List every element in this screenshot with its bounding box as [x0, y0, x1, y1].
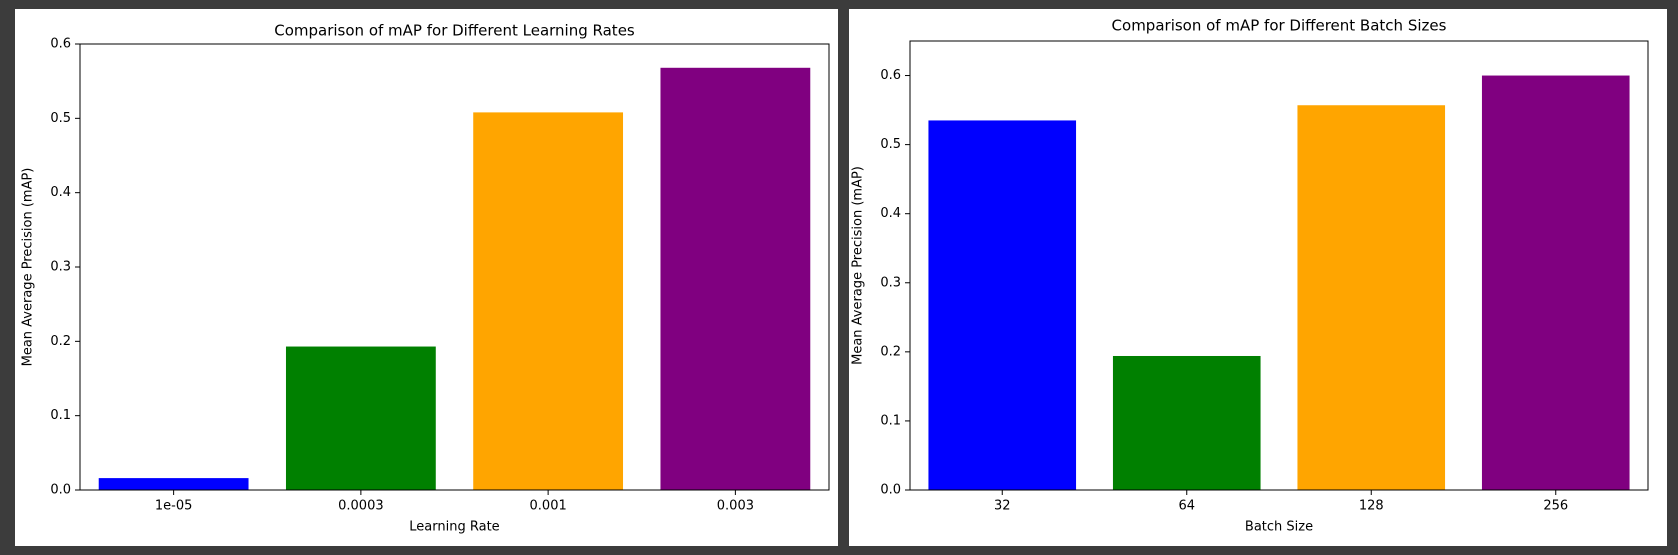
x-tick-label: 128	[1359, 499, 1384, 514]
x-axis-label: Learning Rate	[409, 520, 499, 535]
y-tick-label: 0.5	[50, 111, 71, 126]
x-tick-label: 0.001	[530, 499, 567, 514]
bar	[1297, 105, 1446, 490]
y-tick-label: 0.1	[880, 413, 901, 428]
bar	[928, 120, 1077, 490]
y-tick-label: 0.4	[50, 185, 71, 200]
x-tick-label: 0.0003	[338, 499, 384, 514]
y-tick-label: 0.4	[880, 206, 901, 221]
chart-title: Comparison of mAP for Different Batch Si…	[1112, 17, 1447, 35]
y-tick-label: 0.3	[880, 275, 901, 290]
plot-frame	[79, 43, 830, 491]
y-axis-label: Mean Average Precision (mAP)	[851, 166, 866, 365]
x-tick-label: 1e-05	[155, 499, 193, 514]
y-tick-label: 0.6	[880, 68, 901, 83]
x-axis-label: Batch Size	[1245, 520, 1313, 535]
y-tick-label: 0.5	[880, 137, 901, 152]
bar	[285, 346, 436, 490]
y-tick-label: 0.0	[50, 483, 71, 498]
y-tick-label: 0.3	[50, 260, 71, 275]
x-tick-label: 0.003	[717, 499, 754, 514]
y-tick-label: 0.2	[50, 334, 71, 349]
bar	[1481, 75, 1630, 491]
bar	[660, 67, 811, 490]
x-tick-label: 256	[1543, 499, 1568, 514]
x-tick-label: 64	[1178, 499, 1195, 514]
y-tick-label: 0.2	[880, 344, 901, 359]
chart-title: Comparison of mAP for Different Learning…	[274, 22, 635, 40]
y-tick-label: 0.1	[50, 408, 71, 423]
bar	[473, 112, 624, 491]
y-tick-label: 0.6	[50, 37, 71, 52]
y-tick-label: 0.0	[880, 483, 901, 498]
x-tick-label: 32	[994, 499, 1011, 514]
bar	[1112, 355, 1261, 490]
bar	[98, 478, 249, 490]
plot-frame	[909, 40, 1649, 491]
y-axis-label: Mean Average Precision (mAP)	[21, 168, 36, 367]
